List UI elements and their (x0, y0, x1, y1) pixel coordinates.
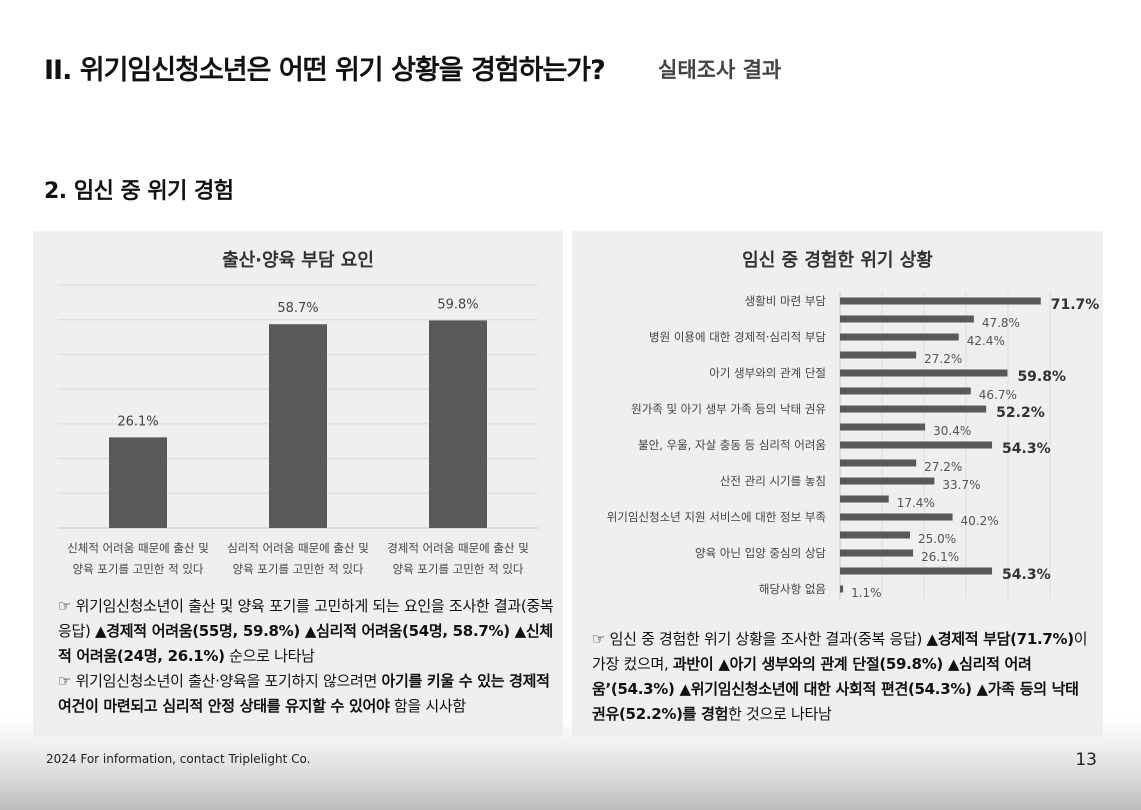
horizontal-bar-chart: 71.7% 생활비 마련 부담 47.8% 42.4% 병원 이용에 대한 경제적·심리… (607, 291, 1100, 600)
bar (840, 477, 935, 485)
data-label: 27.2% (924, 352, 962, 366)
bar (840, 459, 917, 467)
bar (840, 351, 917, 359)
data-label: 54.3% (1002, 567, 1051, 583)
bar (840, 405, 987, 413)
footer-band (0, 717, 1141, 810)
page-number: 13 (1075, 750, 1097, 770)
bar (840, 315, 974, 323)
data-label: 71.7% (1051, 297, 1100, 313)
category-label: 병원 이용에 대한 경제적·심리적 부담 (649, 330, 826, 344)
category-label: 심리적 어려움 때문에 출산 및 (227, 541, 369, 555)
bar (840, 333, 959, 341)
category-label: 불안, 우울, 자살 충동 등 심리적 어려움 (638, 438, 826, 452)
category-label: 해당사항 없음 (759, 582, 826, 596)
data-label: 17.4% (897, 496, 935, 510)
bar (840, 585, 844, 593)
category-label: 경제적 어려움 때문에 출산 및 (387, 541, 529, 555)
left-chart-title: 출산·양육 부담 요인 (222, 250, 374, 271)
right-chart-title: 임신 중 경험한 위기 상황 (742, 250, 933, 271)
bar (840, 423, 926, 431)
bar (840, 549, 914, 557)
right-chart-panel: 임신 중 경험한 위기 상황 71.7% 생활비 마련 부담 47.8% 42.4% 병… (572, 231, 1103, 737)
footer-contact: 2024 For information, contact Tripleligh… (46, 752, 311, 766)
category-label: 위기임신청소년 지원 서비스에 대한 정보 부족 (607, 510, 826, 524)
category-label: 원가족 및 아기 생부 가족 등의 낙태 권유 (631, 402, 826, 416)
bar (269, 324, 327, 528)
data-label: 52.2% (996, 405, 1045, 421)
left-summary-text: ☞ 위기임신청소년이 출산 및 양육 포기를 고민하게 되는 요인을 조사한 결… (58, 597, 554, 715)
category-label: 산전 관리 시기를 놓침 (720, 474, 826, 488)
bar (840, 369, 1008, 377)
bar (840, 495, 889, 503)
bar (840, 387, 971, 395)
category-label: 양육 포기를 고민한 적 있다 (72, 562, 203, 576)
bar (840, 567, 993, 575)
bar (840, 297, 1041, 305)
category-label: 양육 아닌 입양 중심의 상담 (695, 546, 826, 560)
bar (840, 441, 993, 449)
bar (109, 437, 167, 528)
bar (429, 320, 487, 528)
bar (840, 513, 953, 521)
page-title: II. 위기임신청소년은 어떤 위기 상황을 경험하는가? (44, 55, 606, 86)
data-label: 26.1% (921, 550, 959, 564)
data-label: 1.1% (851, 586, 882, 600)
page-subtitle: 실태조사 결과 (658, 58, 782, 82)
data-label: 27.2% (924, 460, 962, 474)
category-label: 신체적 어려움 때문에 출산 및 (67, 541, 209, 555)
data-label: 47.8% (982, 316, 1020, 330)
data-label: 59.8% (1017, 369, 1066, 385)
bar (840, 531, 910, 539)
data-label: 26.1% (117, 414, 158, 429)
data-label: 33.7% (942, 478, 980, 492)
category-label: 아기 생부와의 관계 단절 (709, 366, 826, 380)
category-label: 양육 포기를 고민한 적 있다 (232, 562, 363, 576)
vertical-bar-chart: 26.1% 신체적 어려움 때문에 출산 및양육 포기를 고민한 적 있다 58.7… (58, 284, 538, 576)
category-label: 생활비 마련 부담 (745, 294, 827, 308)
section-title: 2. 임신 중 위기 경험 (44, 179, 234, 204)
data-label: 58.7% (277, 301, 318, 316)
data-label: 30.4% (933, 424, 971, 438)
data-label: 46.7% (979, 388, 1017, 402)
right-summary-text: ☞ 임신 중 경험한 위기 상황을 조사한 결과(중복 응답) ▲경제적 부담(… (592, 630, 1088, 723)
data-label: 40.2% (961, 514, 999, 528)
data-label: 59.8% (437, 297, 478, 312)
data-label: 25.0% (918, 532, 956, 546)
category-label: 양육 포기를 고민한 적 있다 (392, 562, 523, 576)
data-label: 42.4% (967, 334, 1005, 348)
data-label: 54.3% (1002, 441, 1051, 457)
